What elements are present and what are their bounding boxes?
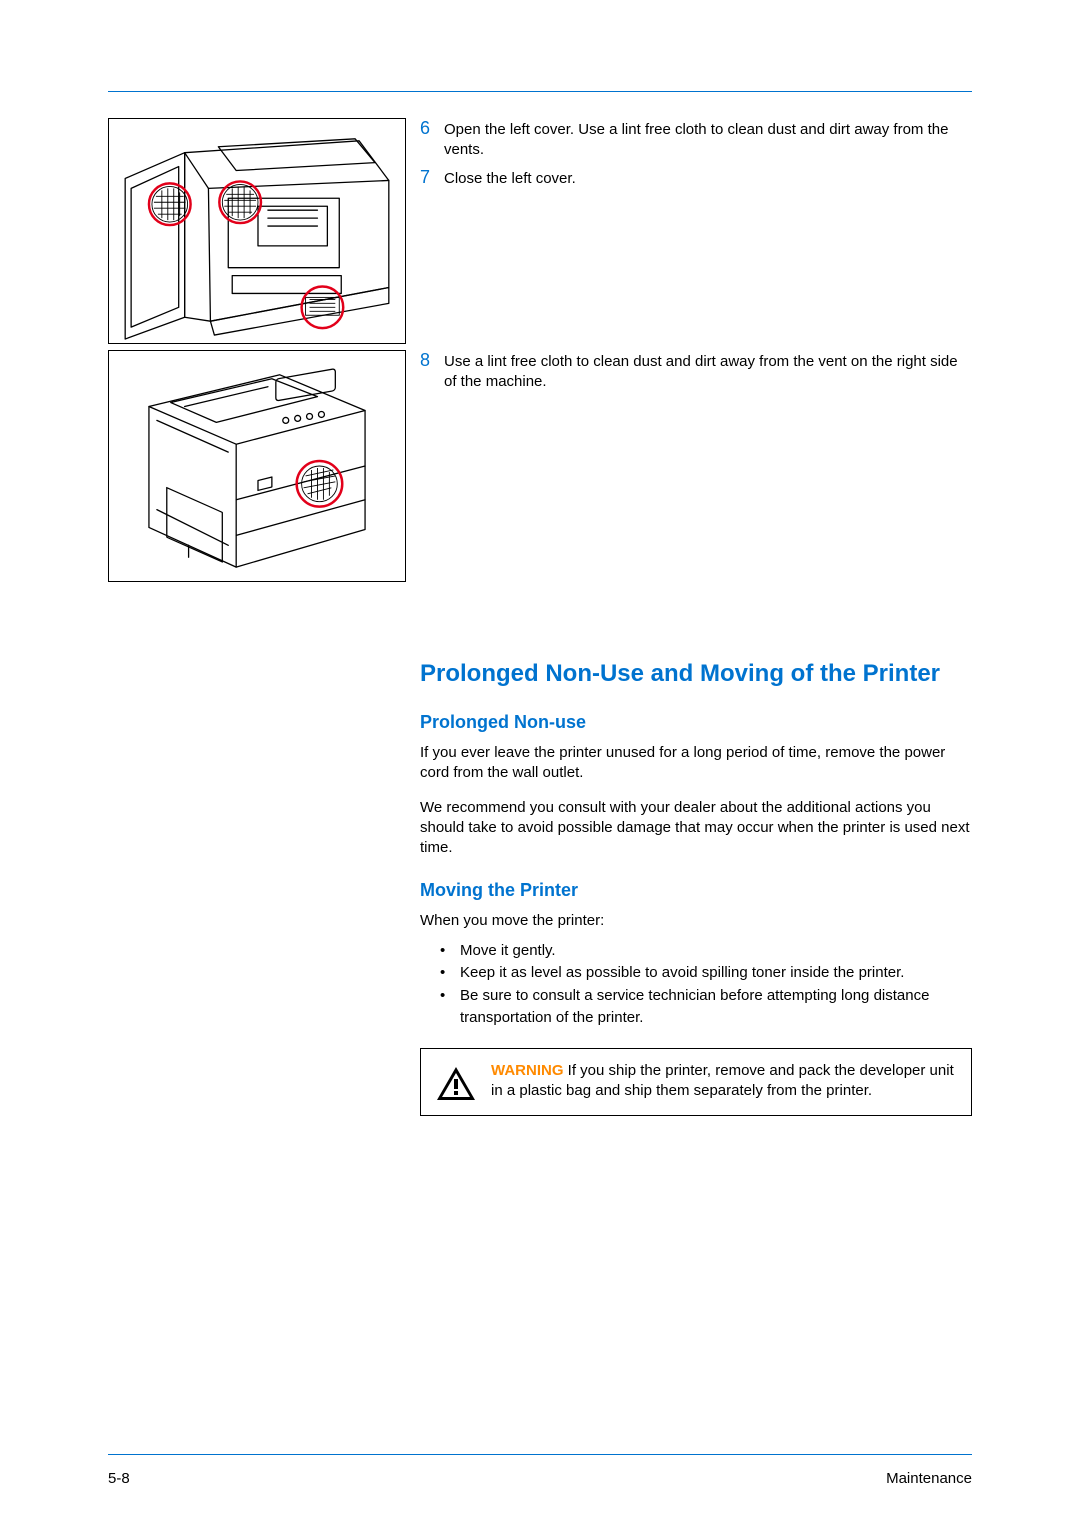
warning-icon [435, 1065, 477, 1103]
step-text-6: Open the left cover. Use a lint free clo… [444, 118, 972, 161]
step-number-8: 8 [420, 350, 444, 371]
subheading-moving: Moving the Printer [420, 880, 972, 901]
footer-section: Maintenance [886, 1470, 972, 1487]
figure-left-cover-vents [108, 118, 406, 344]
moving-bullet: Be sure to consult a service technician … [440, 985, 972, 1030]
figure-right-side-vent [108, 350, 406, 582]
moving-bullet-list: Move it gently. Keep it as level as poss… [420, 940, 972, 1030]
subheading-prolonged-nonuse: Prolonged Non-use [420, 712, 972, 733]
section-title: Prolonged Non-Use and Moving of the Prin… [420, 660, 972, 688]
warning-text: WARNING If you ship the printer, remove … [491, 1061, 957, 1102]
step-text-7: Close the left cover. [444, 167, 576, 189]
top-rule [108, 91, 972, 92]
warning-label: WARNING [491, 1062, 564, 1079]
step-text-8: Use a lint free cloth to clean dust and … [444, 350, 972, 393]
nonuse-paragraph-1: If you ever leave the printer unused for… [420, 743, 972, 784]
moving-bullet: Keep it as level as possible to avoid sp… [440, 962, 972, 985]
page-number: 5-8 [108, 1470, 130, 1487]
moving-bullet: Move it gently. [440, 940, 972, 963]
moving-intro: When you move the printer: [420, 911, 972, 931]
step-number-7: 7 [420, 167, 444, 188]
step-number-6: 6 [420, 118, 444, 139]
warning-box: WARNING If you ship the printer, remove … [420, 1048, 972, 1116]
nonuse-paragraph-2: We recommend you consult with your deale… [420, 798, 972, 859]
bottom-rule [108, 1454, 972, 1455]
